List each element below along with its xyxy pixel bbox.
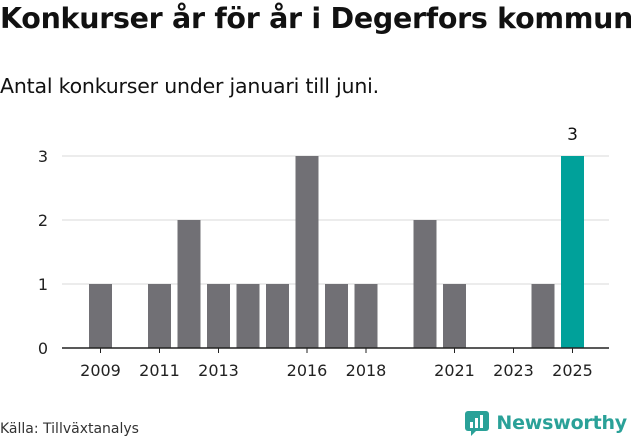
bar-2025	[561, 156, 584, 348]
x-tick-label: 2025	[552, 361, 593, 380]
chart-subtitle: Antal konkurser under januari till juni.	[0, 74, 379, 98]
bar-2009	[89, 284, 112, 348]
y-tick-label: 1	[38, 275, 48, 294]
brand-logo: Newsworthy	[464, 410, 627, 436]
bar-chart: 0 1 2 3 2009 2011 2013 2016 2018 2021 2023 2025 3	[38, 125, 609, 380]
data-label: 3	[567, 125, 578, 145]
y-axis-ticks: 0 1 2 3	[38, 147, 48, 358]
bar-2024	[531, 284, 555, 348]
x-tick-label: 2013	[198, 361, 239, 380]
data-labels: 3	[567, 125, 578, 145]
bar-2013	[207, 284, 230, 348]
bar-2020	[413, 220, 437, 348]
x-tick-label: 2009	[80, 361, 121, 380]
bar-2015	[266, 284, 289, 348]
x-tick-label: 2021	[434, 361, 475, 380]
bar-2011	[148, 284, 171, 348]
chart-title: Konkurser år för år i Degerfors kommun	[0, 2, 631, 35]
source-note: Källa: Tillväxtanalys	[0, 421, 139, 437]
bars	[62, 156, 609, 349]
bar-2018	[354, 284, 378, 348]
bar-2016	[295, 156, 319, 348]
y-tick-label: 3	[38, 147, 48, 166]
bar-2012	[177, 220, 201, 348]
y-tick-label: 2	[38, 211, 48, 230]
newsworthy-logo-icon	[465, 411, 490, 436]
x-tick-label: 2023	[493, 361, 534, 380]
brand-name: Newsworthy	[496, 412, 627, 434]
x-tick-label: 2018	[346, 361, 387, 380]
bar-2017	[325, 284, 348, 348]
y-tick-label: 0	[38, 339, 48, 358]
x-tick-label: 2016	[287, 361, 328, 380]
grid-lines	[62, 155, 609, 285]
bar-2014	[236, 284, 260, 348]
x-tick-label: 2011	[139, 361, 180, 380]
bar-2021	[443, 284, 466, 348]
x-axis-ticks: 2009 2011 2013 2016 2018 2021 2023 2025	[80, 348, 593, 380]
